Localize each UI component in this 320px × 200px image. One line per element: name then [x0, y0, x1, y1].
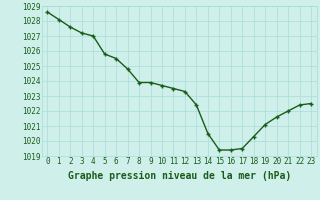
X-axis label: Graphe pression niveau de la mer (hPa): Graphe pression niveau de la mer (hPa) — [68, 171, 291, 181]
